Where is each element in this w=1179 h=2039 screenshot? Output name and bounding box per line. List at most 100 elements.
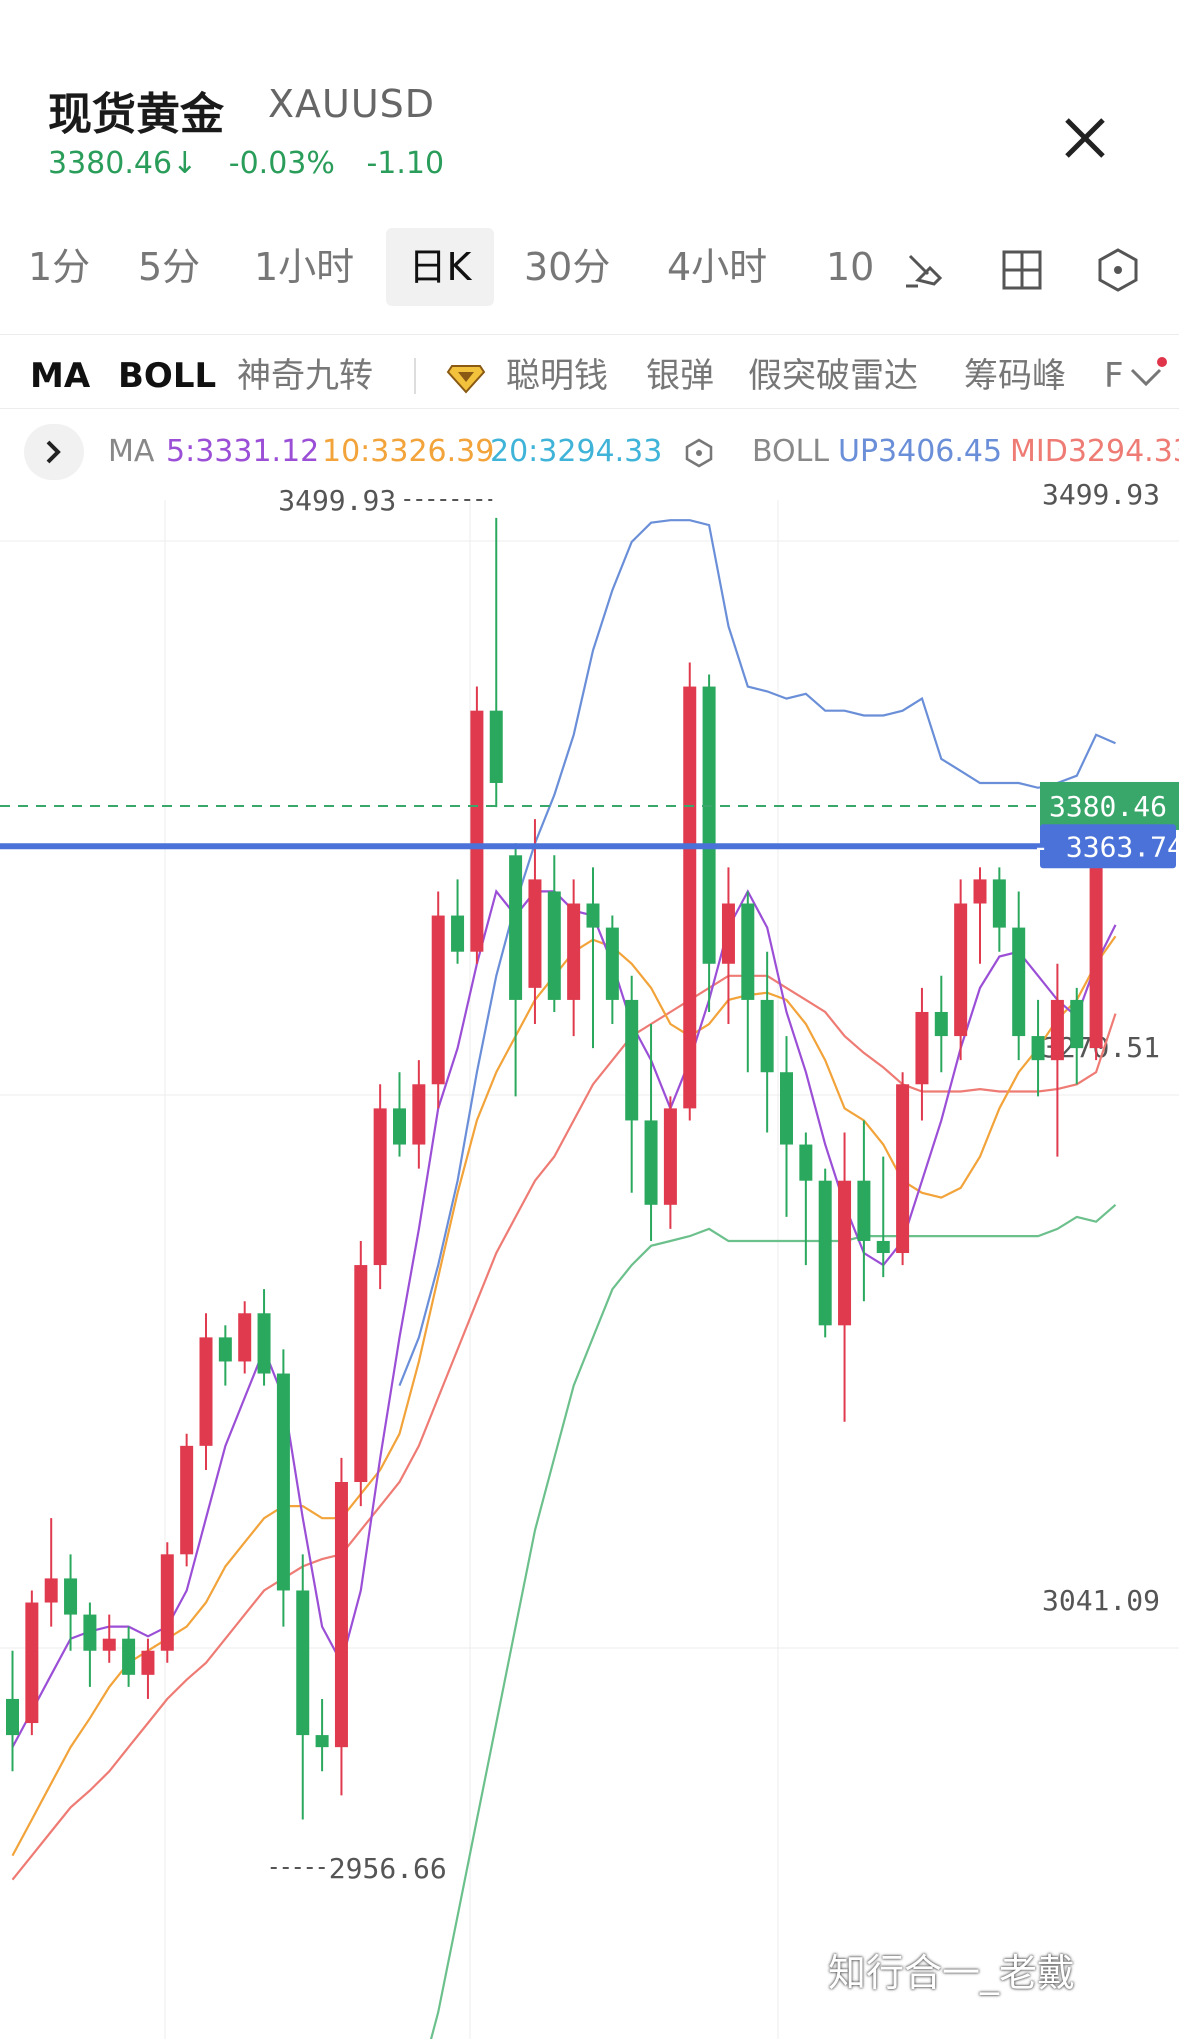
candle-body (780, 1072, 793, 1145)
chevron-down-icon[interactable] (1124, 354, 1170, 400)
indicator-boll[interactable]: BOLL (118, 356, 217, 396)
candle-body (663, 1108, 677, 1205)
tab-1hour[interactable]: 1小时 (254, 245, 355, 289)
candle (1012, 891, 1026, 1061)
candle (276, 1349, 290, 1627)
symbol-label: XAUUSD (268, 82, 436, 126)
indicator-more[interactable]: F (1104, 356, 1124, 396)
candle (354, 1240, 368, 1507)
candle (721, 867, 735, 1025)
tab-daily[interactable]: 日K (386, 228, 494, 306)
candle (393, 1072, 406, 1157)
chevron-right-icon (46, 440, 61, 464)
candle-body (528, 879, 542, 988)
tab-1min[interactable]: 1分 (28, 245, 91, 289)
candle (586, 867, 600, 1049)
candle (663, 1096, 677, 1229)
candle-body (876, 1240, 890, 1254)
candle-body (412, 1084, 426, 1145)
candle-body (547, 891, 561, 1000)
candle-body (625, 999, 639, 1121)
candle-body (6, 1698, 19, 1736)
candle (509, 843, 523, 1097)
candle-body (199, 1337, 213, 1446)
candle-body (721, 903, 735, 964)
candle-body (1070, 999, 1084, 1049)
candle-body (296, 1590, 310, 1736)
candle (934, 975, 948, 1073)
indicator-ma[interactable]: MA (30, 356, 91, 396)
candle-body (334, 1482, 348, 1748)
candle (1070, 987, 1084, 1085)
drawing-tool-icon[interactable] (900, 246, 948, 294)
indicator-smart-money[interactable]: 聪明钱 (506, 356, 608, 396)
divider (0, 334, 1179, 335)
candle (876, 1156, 890, 1278)
candle (180, 1433, 194, 1567)
expand-button[interactable] (24, 424, 84, 480)
indicator-false-breakout[interactable]: 假突破雷达 (748, 356, 918, 396)
legend-ma10: 10:3326.39 (322, 434, 495, 469)
candle-body (25, 1602, 39, 1724)
candle (896, 1072, 910, 1266)
candle-body (64, 1578, 78, 1615)
candle-body (605, 927, 619, 1000)
candle (102, 1614, 116, 1663)
candle-body (354, 1265, 368, 1483)
boll-lower-line (429, 1203, 1117, 2039)
diamond-icon (446, 365, 486, 394)
candle-body (276, 1373, 290, 1591)
last-price: 3380.46↓ (48, 146, 198, 181)
candle-body (122, 1638, 136, 1675)
candle (760, 951, 774, 1133)
hexagon-settings-icon[interactable] (684, 438, 714, 468)
candle-body (1012, 927, 1026, 1037)
candle-body (1050, 999, 1064, 1061)
candle (683, 662, 697, 1121)
change-pct: -0.03% (228, 146, 335, 181)
tab-5min[interactable]: 5分 (138, 245, 201, 289)
tab-more[interactable]: 10 (826, 245, 875, 289)
candle (838, 1132, 852, 1422)
candle-body (954, 903, 968, 1037)
candle (1050, 963, 1064, 1157)
tab-4hour[interactable]: 4小时 (667, 245, 768, 289)
indicator-chip-peak[interactable]: 筹码峰 (964, 356, 1066, 396)
ma10-line (11, 935, 1117, 1857)
candle-body (838, 1180, 852, 1326)
candle-body (141, 1650, 155, 1675)
candle (547, 855, 561, 1012)
close-icon[interactable] (1055, 108, 1115, 168)
candle-body (1089, 819, 1103, 1049)
candle-body (431, 915, 445, 1085)
candle (992, 867, 1006, 952)
candle (64, 1554, 78, 1651)
candle (702, 674, 716, 1012)
candle (528, 819, 542, 1025)
indicator-silver-bullet[interactable]: 银弹 (646, 356, 714, 396)
candle-body (760, 999, 774, 1073)
candle (296, 1554, 310, 1820)
indicator-legend: MA 5:3331.12 10:3326.39 20:3294.33 BOLL … (0, 424, 1179, 480)
high-label: 3499.93 (278, 484, 396, 517)
legend-boll-mid: MID3294.33 (1010, 434, 1179, 469)
support-price-label: - 3363.74 (1032, 830, 1179, 863)
candle-body (238, 1313, 252, 1362)
tab-30min[interactable]: 30分 (524, 245, 611, 289)
support-price-tag (1040, 824, 1176, 869)
candle (44, 1518, 58, 1627)
candle-body (257, 1313, 271, 1374)
candle (625, 975, 639, 1193)
candle (315, 1698, 329, 1772)
candle (373, 1084, 387, 1290)
candle (780, 1036, 793, 1217)
candle (257, 1289, 271, 1386)
candle (818, 1168, 832, 1338)
indicator-magic-nine[interactable]: 神奇九转 (237, 356, 373, 396)
candle-body (857, 1180, 871, 1241)
layout-grid-icon[interactable] (998, 246, 1046, 294)
settings-hexagon-icon[interactable] (1094, 246, 1142, 294)
candle-body (799, 1144, 813, 1181)
candle (141, 1638, 155, 1699)
